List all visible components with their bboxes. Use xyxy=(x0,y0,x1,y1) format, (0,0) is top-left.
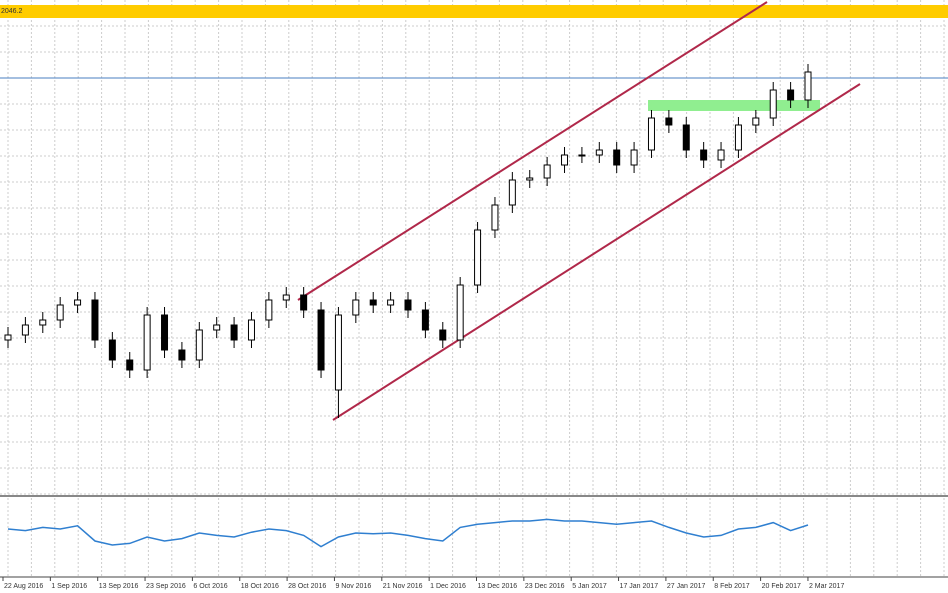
candle-body xyxy=(526,177,534,181)
candle-body xyxy=(352,299,360,316)
candle-body xyxy=(700,149,708,161)
candle-body xyxy=(387,299,395,306)
x-tick-label: 1 Dec 2016 xyxy=(430,583,466,590)
candle-body xyxy=(717,149,725,161)
indicator-line xyxy=(7,518,809,548)
candle-body xyxy=(247,319,255,341)
candle-body xyxy=(630,149,638,166)
candle-body xyxy=(804,71,812,101)
x-tick-label: 1 Sep 2016 xyxy=(51,583,87,590)
candle-body xyxy=(491,204,499,231)
candle-body xyxy=(282,294,290,301)
x-tick-label: 8 Feb 2017 xyxy=(714,583,750,590)
candle-body xyxy=(91,299,99,341)
candle-body xyxy=(143,314,151,371)
price-label: 2046.2 xyxy=(1,8,23,15)
x-tick-label: 27 Jan 2017 xyxy=(667,583,706,590)
x-tick-label: 23 Sep 2016 xyxy=(146,583,186,590)
candle-body xyxy=(195,329,203,361)
x-tick-label: 20 Feb 2017 xyxy=(762,583,801,590)
candle-body xyxy=(595,149,603,156)
x-tick-label: 5 Jan 2017 xyxy=(572,583,607,590)
candle-body xyxy=(369,299,377,306)
x-tick-label: 2 Mar 2017 xyxy=(809,583,845,590)
x-tick-label: 22 Aug 2016 xyxy=(4,583,43,590)
candle-body xyxy=(665,117,673,126)
candle-body xyxy=(56,304,64,321)
candle-body xyxy=(230,324,238,341)
x-tick-label: 13 Sep 2016 xyxy=(99,583,139,590)
candle-body xyxy=(300,294,308,311)
channel-lower xyxy=(332,83,861,421)
green-zone xyxy=(648,100,820,111)
candle-body xyxy=(752,117,760,126)
candle-body xyxy=(213,324,221,331)
x-tick-label: 13 Dec 2016 xyxy=(478,583,518,590)
candle-body xyxy=(543,164,551,179)
candle-body xyxy=(265,299,273,321)
candle-body xyxy=(334,314,342,391)
candle-body xyxy=(613,149,621,166)
candle-body xyxy=(769,89,777,119)
candle-body xyxy=(21,324,29,336)
candle-body xyxy=(317,309,325,371)
channel-upper xyxy=(297,1,768,301)
candle-body xyxy=(39,319,47,326)
candle-body xyxy=(682,124,690,151)
candle-body xyxy=(508,179,516,206)
x-tick-label: 6 Oct 2016 xyxy=(193,583,227,590)
candle-body xyxy=(178,349,186,361)
x-tick-label: 21 Nov 2016 xyxy=(383,583,423,590)
x-tick-label: 17 Jan 2017 xyxy=(620,583,659,590)
x-tick-label: 23 Dec 2016 xyxy=(525,583,565,590)
candle-body xyxy=(456,284,464,341)
candle-body xyxy=(647,117,655,151)
candle-body xyxy=(108,339,116,361)
candle-body xyxy=(421,309,429,331)
candle-body xyxy=(404,299,412,311)
yellow-band xyxy=(0,5,948,18)
grid xyxy=(0,0,948,576)
candle-body xyxy=(787,89,795,101)
x-tick-label: 9 Nov 2016 xyxy=(335,583,371,590)
candle-body xyxy=(578,154,586,157)
candle-body xyxy=(4,334,12,341)
x-tick-label: 28 Oct 2016 xyxy=(288,583,326,590)
candle-body xyxy=(561,154,569,166)
x-tick-label: 18 Oct 2016 xyxy=(241,583,279,590)
candle-body xyxy=(161,314,169,351)
candle-body xyxy=(74,299,82,306)
candle-body xyxy=(734,124,742,151)
candle-body xyxy=(126,359,134,371)
candle-body xyxy=(439,329,447,341)
candle-body xyxy=(474,229,482,286)
